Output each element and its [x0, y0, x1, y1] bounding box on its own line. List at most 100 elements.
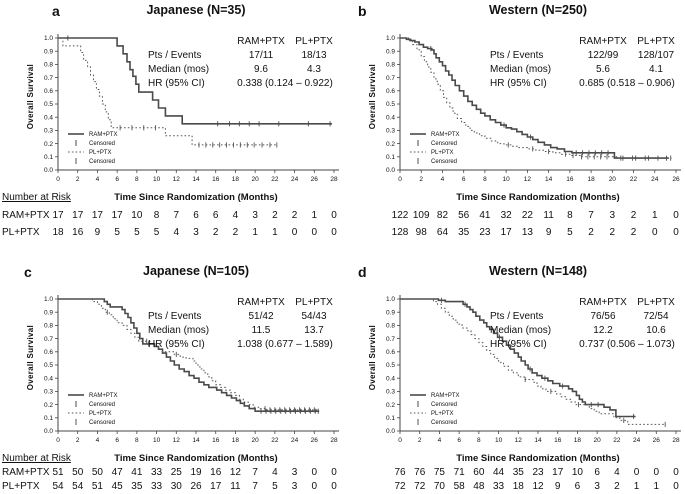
risk-count: 25: [170, 467, 182, 478]
y-tick-label: 0.4: [386, 114, 395, 121]
y-tick-label: 0.7: [44, 75, 53, 82]
stats-pts-events-ram: 122/99: [587, 50, 619, 61]
x-tick-label: 10: [495, 437, 503, 444]
risk-count: 0: [331, 467, 337, 478]
risk-count: 76: [394, 467, 406, 478]
legend-label: PL+PTX: [89, 150, 112, 156]
risk-count: 11: [543, 210, 554, 221]
risk-count: 0: [311, 467, 318, 478]
risk-row-ram: 122 109 82 56 41 32 22 11 8 7 3 2 1 0: [342, 210, 684, 222]
x-tick-label: 4: [441, 176, 445, 183]
risk-count: 0: [331, 481, 337, 492]
stats-median-pl: 4.1: [649, 64, 663, 75]
risk-count: 54: [72, 481, 84, 492]
stats-label-hr: HR (95% CI): [490, 78, 547, 89]
legend-label: Censored: [89, 159, 115, 165]
risk-count: 17: [72, 210, 84, 221]
x-tick-label: 16: [212, 437, 220, 444]
risk-count: 51: [91, 481, 103, 492]
y-tick-label: 0.6: [386, 349, 395, 356]
legend-label: Censored: [431, 159, 457, 165]
risk-count: 1: [252, 227, 258, 238]
x-tick-label: 26: [311, 437, 319, 444]
x-tick-label: 0: [398, 176, 402, 183]
y-tick-label: 0.6: [44, 88, 53, 95]
x-axis-title: Time Since Randomization (Months): [456, 192, 620, 203]
risk-count: 17: [500, 227, 512, 238]
risk-count: 32: [500, 210, 512, 221]
risk-count: 122: [391, 210, 409, 221]
legend-label: Censored: [89, 141, 115, 147]
risk-count: 35: [131, 481, 143, 492]
x-tick-label: 22: [271, 176, 279, 183]
risk-count: 6: [574, 481, 581, 492]
legend-label: PL+PTX: [431, 411, 454, 417]
stats-median-pl: 4.3: [307, 64, 321, 75]
risk-row-label-ram: RAM+PTX: [2, 467, 50, 478]
y-tick-label: 0.5: [386, 362, 395, 369]
y-tick-label: 0.3: [44, 128, 53, 135]
x-tick-label: 6: [457, 437, 461, 444]
risk-count: 12: [229, 467, 241, 478]
y-tick-label: 0.7: [44, 336, 53, 343]
survival-curve-ram-ptx: [58, 37, 332, 125]
risk-count: 19: [190, 467, 202, 478]
x-tick-label: 8: [135, 437, 139, 444]
risk-count: 0: [311, 481, 318, 492]
x-tick-label: 6: [115, 437, 119, 444]
legend-label: Censored: [431, 402, 457, 408]
legend-label: PL+PTX: [431, 150, 454, 156]
stats-col-pl: PL+PTX: [637, 297, 675, 308]
risk-row-pl: PL+PTX 18 16 9 5 5 5 4 3 2 2 1 1 0 0 0: [0, 227, 342, 239]
legend-label: Censored: [431, 420, 457, 426]
risk-count: 5: [567, 227, 573, 238]
panel-a: a Japanese (N=35) Overall Survival 1.0 0.…: [0, 0, 342, 247]
risk-row-label-pl: PL+PTX: [2, 227, 40, 238]
y-tick-label: 1.0: [44, 35, 53, 42]
x-tick-label: 12: [173, 176, 181, 183]
risk-count: 0: [651, 227, 658, 238]
y-tick-label: 0.9: [44, 309, 53, 316]
risk-count: 17: [111, 210, 123, 221]
risk-count: 17: [52, 210, 64, 221]
y-tick-label: 0.2: [386, 141, 395, 148]
stats-hr-value: 0.737 (0.506 – 1.073): [579, 339, 675, 350]
risk-count: 1: [272, 227, 278, 238]
risk-count: 71: [453, 467, 465, 478]
risk-count: 2: [272, 210, 278, 221]
risk-count: 30: [170, 481, 182, 492]
x-tick-label: 12: [515, 437, 523, 444]
risk-count: 72: [394, 481, 406, 492]
x-tick-label: 24: [633, 437, 641, 444]
y-tick-label: 1.0: [386, 35, 395, 42]
risk-count: 1: [633, 481, 640, 492]
panel-title-d: Western (N=148): [488, 264, 588, 278]
risk-count: 4: [173, 227, 180, 238]
risk-count: 17: [210, 481, 222, 492]
risk-count: 4: [614, 467, 620, 478]
risk-count: 0: [331, 210, 337, 221]
risk-count: 2: [614, 481, 620, 492]
risk-count: 64: [436, 227, 449, 238]
x-tick-label: 2: [76, 437, 80, 444]
risk-count: 70: [433, 481, 445, 492]
x-tick-label: 20: [252, 437, 260, 444]
risk-count: 56: [458, 210, 470, 221]
stats-label-pts-events: Pts / Events: [490, 311, 544, 322]
risk-count: 12: [532, 481, 544, 492]
x-tick-label: 10: [503, 176, 511, 183]
stats-col-ram: RAM+PTX: [579, 36, 627, 47]
risk-count: 1: [311, 210, 318, 221]
risk-count: 7: [173, 210, 180, 221]
stats-median-ram: 5.6: [596, 64, 610, 75]
risk-count: 9: [545, 227, 552, 238]
stats-label-hr: HR (95% CI): [148, 78, 205, 89]
x-tick-label: 8: [477, 437, 481, 444]
x-tick-label: 0: [398, 437, 402, 444]
x-tick-label: 28: [672, 437, 680, 444]
y-tick-label: 1.0: [386, 296, 395, 303]
risk-count: 3: [291, 467, 298, 478]
x-tick-label: 4: [96, 176, 100, 183]
x-tick-label: 0: [56, 176, 60, 183]
